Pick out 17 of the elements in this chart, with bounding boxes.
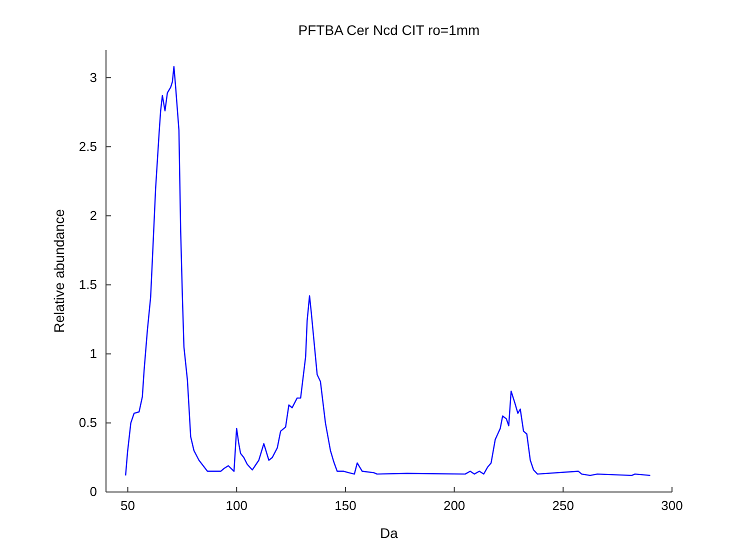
chart-title: PFTBA Cer Ncd CIT ro=1mm — [298, 22, 480, 38]
y-tick-label: 1 — [90, 346, 97, 362]
x-tick-label: 300 — [661, 498, 683, 514]
y-tick-label: 2 — [90, 208, 97, 223]
y-axis-title: Relative abundance — [51, 208, 67, 333]
y-tick-label: 1.5 — [78, 276, 97, 292]
x-tick-label: 250 — [552, 498, 574, 514]
x-tick-label: 50 — [120, 498, 136, 514]
y-tick-label: 0 — [90, 484, 97, 500]
x-tick-label: 150 — [334, 498, 356, 514]
y-tick-label: 0.5 — [78, 415, 97, 430]
y-tick-label: 2.5 — [78, 138, 97, 154]
line-series — [124, 66, 651, 476]
x-tick-label: 200 — [443, 498, 466, 514]
x-tick-label: 100 — [226, 498, 248, 514]
x-axis-title: Da — [380, 525, 398, 541]
y-tick-label: 3 — [90, 70, 97, 85]
